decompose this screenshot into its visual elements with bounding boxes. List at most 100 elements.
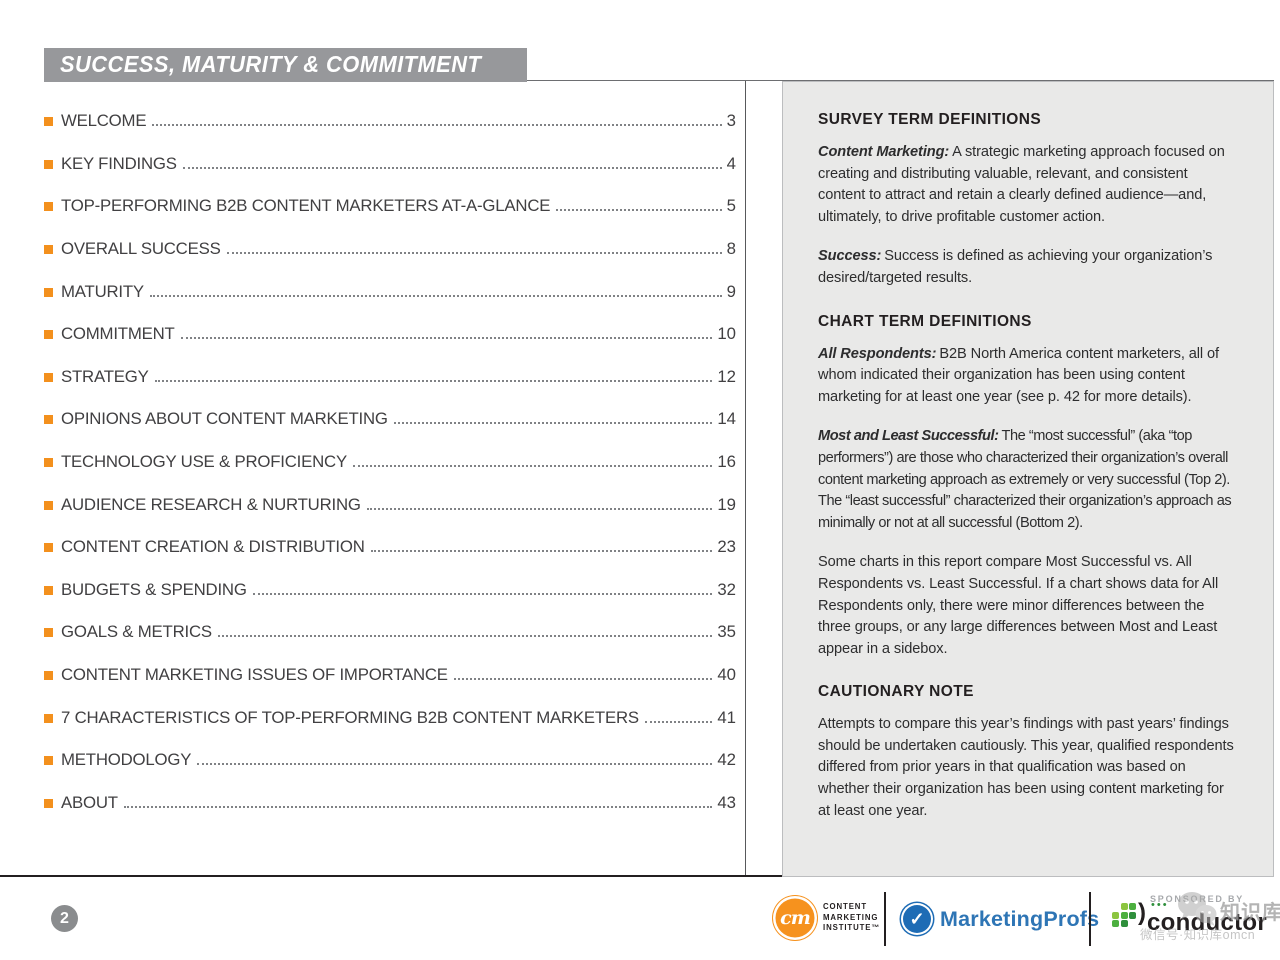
toc-label: WELCOME [61, 111, 147, 131]
bullet-square-icon [44, 245, 53, 255]
toc-page-number: 10 [717, 324, 736, 344]
toc-item-technology[interactable]: TECHNOLOGY USE & PROFICIENCY 16 [44, 441, 736, 484]
toc-page-number: 35 [717, 622, 736, 642]
definition-term: All Respondents: [818, 345, 937, 362]
definition-text: The “most successful” (aka “top performe… [818, 428, 1232, 531]
page-title: SUCCESS, MATURITY & COMMITMENT [60, 50, 482, 77]
toc-label: 7 CHARACTERISTICS OF TOP-PERFORMING B2B … [61, 707, 639, 727]
toc-page-number: 12 [717, 366, 736, 386]
toc-page-number: 41 [717, 707, 736, 727]
definition-most-least-successful: Most and Least Successful: The “most succ… [818, 426, 1235, 534]
toc-item-overall-success[interactable]: OVERALL SUCCESS 8 [44, 228, 736, 271]
dot-leader [217, 623, 713, 638]
bullet-square-icon [44, 585, 53, 595]
toc-item-audience-research[interactable]: AUDIENCE RESEARCH & NURTURING 19 [44, 483, 736, 526]
bullet-square-icon [44, 117, 53, 127]
conductor-paren: ) [1138, 899, 1146, 926]
dot-leader [154, 368, 713, 382]
table-of-contents: WELCOME 3 KEY FINDINGS 4 TOP-PERFORMING … [44, 100, 736, 824]
toc-page-number: 14 [717, 409, 736, 429]
dot-leader [123, 794, 713, 808]
definition-all-respondents: All Respondents: B2B North America conten… [818, 344, 1235, 409]
toc-item-top-performing[interactable]: TOP-PERFORMING B2B CONTENT MARKETERS AT-… [44, 185, 736, 228]
conductor-minidots-icon: ••• [1151, 899, 1169, 911]
toc-label: CONTENT MARKETING ISSUES OF IMPORTANCE [61, 665, 448, 685]
toc-item-welcome[interactable]: WELCOME 3 [44, 100, 736, 143]
dot-leader [644, 709, 713, 723]
toc-item-opinions[interactable]: OPINIONS ABOUT CONTENT MARKETING 14 [44, 398, 736, 441]
toc-label: OVERALL SUCCESS [61, 239, 221, 259]
dot-leader [252, 581, 713, 595]
definition-text: B2B North America content marketers, all… [818, 345, 1219, 405]
bullet-square-icon [44, 372, 53, 382]
definition-content-marketing: Content Marketing: A strategic marketing … [818, 142, 1235, 228]
cmi-line2: MARKETING [823, 912, 879, 922]
toc-label: OPINIONS ABOUT CONTENT MARKETING [61, 409, 388, 429]
bullet-square-icon [44, 330, 53, 340]
toc-item-strategy[interactable]: STRATEGY 12 [44, 356, 736, 399]
toc-label: COMMITMENT [61, 324, 175, 344]
cmi-logo: cm CONTENT MARKETING INSTITUTE™ [773, 896, 880, 940]
definition-text: Success is defined as achieving your org… [818, 248, 1213, 286]
toc-label: METHODOLOGY [61, 750, 192, 770]
cmi-line3: INSTITUTE™ [823, 923, 881, 933]
toc-page-number: 23 [717, 537, 736, 557]
marketingprofs-logo: ✓ MarketingProfs [901, 903, 1099, 935]
cmi-line1: CONTENT [823, 902, 867, 912]
toc-page-number: 19 [717, 494, 736, 514]
bullet-square-icon [44, 415, 53, 425]
dot-leader [366, 496, 713, 510]
toc-item-issues-of-importance[interactable]: CONTENT MARKETING ISSUES OF IMPORTANCE 4… [44, 654, 736, 697]
toc-item-content-creation[interactable]: CONTENT CREATION & DISTRIBUTION 23 [44, 526, 736, 569]
chart-comparison-note: Some charts in this report compare Most … [818, 554, 1219, 657]
toc-page-number: 43 [717, 792, 736, 812]
cautionary-note-header: CAUTIONARY NOTE [818, 683, 974, 701]
dot-leader [393, 410, 713, 425]
dot-leader [226, 240, 722, 255]
toc-item-key-findings[interactable]: KEY FINDINGS 4 [44, 143, 736, 186]
toc-page-number: 8 [726, 239, 736, 259]
definition-success: Success: Success is defined as achieving … [818, 246, 1235, 289]
definitions-sidebar: SURVEY TERM DEFINITIONS Content Marketin… [782, 81, 1274, 877]
definition-text: A strategic marketing approach focused o… [818, 144, 1225, 225]
toc-item-maturity[interactable]: MATURITY 9 [44, 270, 736, 313]
toc-page-number: 42 [717, 750, 736, 770]
toc-label: MATURITY [61, 281, 144, 301]
dot-leader [182, 155, 722, 169]
bullet-square-icon [44, 287, 53, 297]
bullet-square-icon [44, 713, 53, 723]
bullet-square-icon [44, 628, 53, 638]
bullet-square-icon [44, 756, 53, 766]
toc-page-number: 40 [717, 665, 736, 685]
toc-page-number: 9 [726, 281, 736, 301]
toc-label: GOALS & METRICS [61, 622, 212, 642]
toc-item-7-characteristics[interactable]: 7 CHARACTERISTICS OF TOP-PERFORMING B2B … [44, 696, 736, 739]
section-banner: SUCCESS, MATURITY & COMMITMENT [44, 48, 528, 82]
bullet-square-icon [44, 458, 53, 468]
definition-term: Content Marketing: [818, 144, 950, 160]
dot-leader [149, 283, 722, 297]
toc-item-commitment[interactable]: COMMITMENT 10 [44, 313, 736, 356]
toc-item-budgets[interactable]: BUDGETS & SPENDING 32 [44, 569, 736, 612]
chart-term-definitions-header: CHART TERM DEFINITIONS [818, 312, 1032, 330]
survey-term-definitions-header: SURVEY TERM DEFINITIONS [818, 111, 1042, 128]
toc-label: BUDGETS & SPENDING [61, 579, 247, 599]
dot-leader [197, 751, 713, 766]
toc-item-about[interactable]: ABOUT 43 [44, 782, 736, 825]
bullet-square-icon [44, 202, 53, 212]
conductor-dots-icon [1112, 903, 1136, 927]
cautionary-note-text: Attempts to compare this year’s findings… [818, 716, 1234, 819]
toc-label: STRATEGY [61, 366, 149, 386]
footer-divider [884, 892, 886, 946]
toc-item-goals-metrics[interactable]: GOALS & METRICS 35 [44, 611, 736, 654]
bullet-square-icon [44, 671, 53, 681]
toc-page-number: 32 [717, 579, 736, 599]
bullet-square-icon [44, 798, 53, 808]
toc-label: CONTENT CREATION & DISTRIBUTION [61, 537, 365, 557]
toc-page-number: 16 [717, 452, 736, 472]
toc-label: ABOUT [61, 792, 118, 812]
toc-label: TOP-PERFORMING B2B CONTENT MARKETERS AT-… [61, 196, 551, 216]
toc-item-methodology[interactable]: METHODOLOGY 42 [44, 739, 736, 782]
dot-leader [152, 112, 722, 127]
dot-leader [556, 197, 722, 212]
